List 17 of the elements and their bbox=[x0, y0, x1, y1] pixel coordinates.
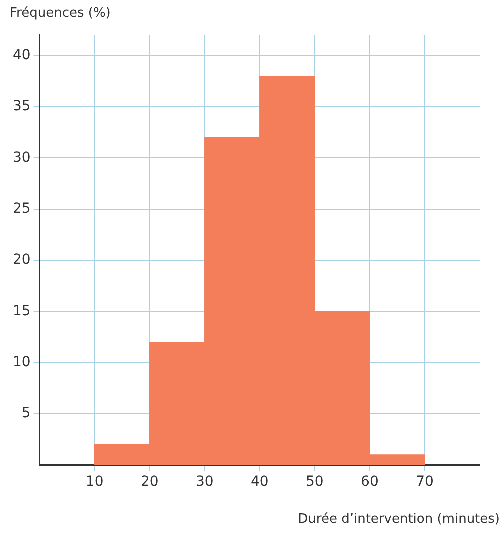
y-tick-label: 25 bbox=[12, 201, 31, 218]
y-tick-label: 10 bbox=[12, 354, 31, 371]
x-axis-title: Durée d’intervention (minutes) bbox=[298, 512, 500, 527]
y-tick-label: 40 bbox=[12, 48, 31, 64]
y-axis-title: Fréquences (%) bbox=[10, 6, 111, 21]
x-tick-label: 70 bbox=[416, 474, 434, 490]
x-tick-label: 40 bbox=[250, 474, 269, 490]
x-tick-label: 50 bbox=[306, 474, 324, 490]
x-tick-label: 20 bbox=[140, 474, 159, 490]
x-tick-label: 60 bbox=[361, 474, 379, 490]
y-tick-label: 30 bbox=[12, 150, 31, 166]
y-tick-label: 15 bbox=[12, 303, 31, 320]
y-tick-label: 20 bbox=[12, 252, 31, 268]
y-tick-label: 35 bbox=[12, 98, 31, 115]
x-tick-label: 10 bbox=[86, 474, 104, 490]
x-tick-label: 30 bbox=[196, 474, 214, 490]
y-tick-label: 5 bbox=[22, 406, 31, 422]
